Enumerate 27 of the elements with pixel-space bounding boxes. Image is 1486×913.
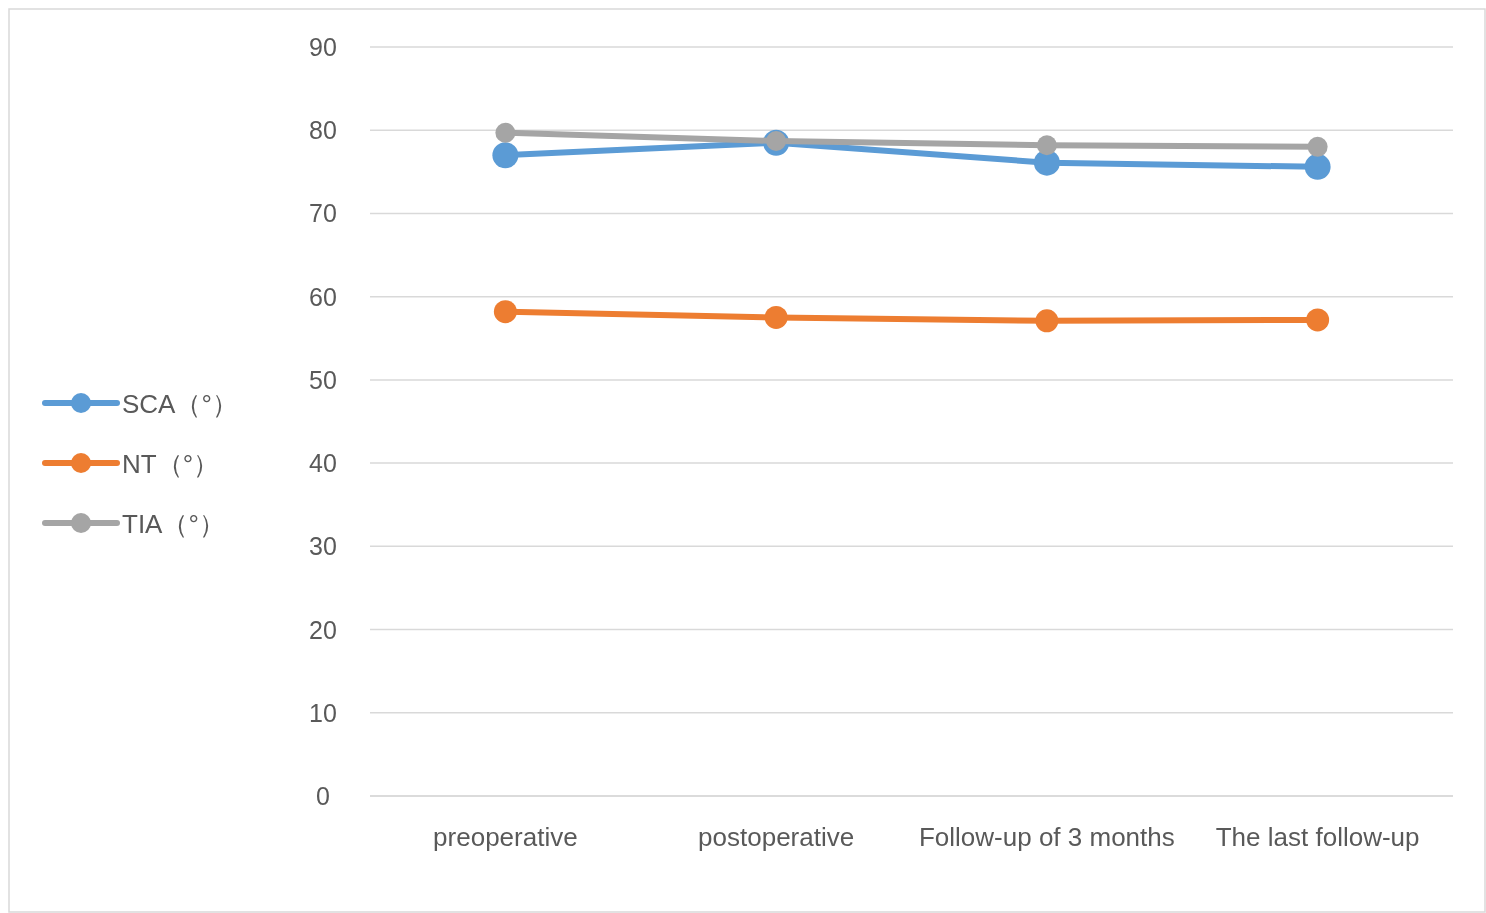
- point: [1035, 309, 1059, 333]
- point: [1304, 153, 1331, 180]
- y-tick-label: 0: [316, 782, 330, 810]
- point: [764, 305, 788, 329]
- y-tick-label: 70: [309, 199, 337, 228]
- legend-label: SCA（°）: [122, 389, 238, 419]
- x-tick-label: preoperative: [433, 822, 578, 852]
- point: [492, 142, 519, 169]
- point: [493, 300, 517, 324]
- x-tick-label: The last follow-up: [1215, 822, 1420, 852]
- legend-label: TIA（°）: [122, 509, 225, 539]
- y-tick-label: 90: [309, 33, 337, 61]
- point: [1307, 136, 1328, 157]
- y-tick-label: 10: [309, 698, 337, 727]
- point: [1306, 308, 1330, 332]
- x-tick-label: postoperative: [698, 822, 855, 852]
- y-tick-label: 20: [309, 615, 337, 644]
- y-tick-label: 30: [309, 532, 337, 561]
- y-tick-label: 80: [309, 116, 337, 145]
- y-tick-label: 60: [309, 282, 337, 311]
- x-tick-label: Follow-up of 3 months: [918, 822, 1175, 852]
- y-tick-label: 50: [309, 365, 337, 394]
- y-tick-label: 40: [309, 449, 337, 478]
- point: [1033, 149, 1060, 176]
- legend-label: NT（°）: [122, 449, 220, 479]
- point: [495, 122, 516, 143]
- point: [1036, 135, 1057, 156]
